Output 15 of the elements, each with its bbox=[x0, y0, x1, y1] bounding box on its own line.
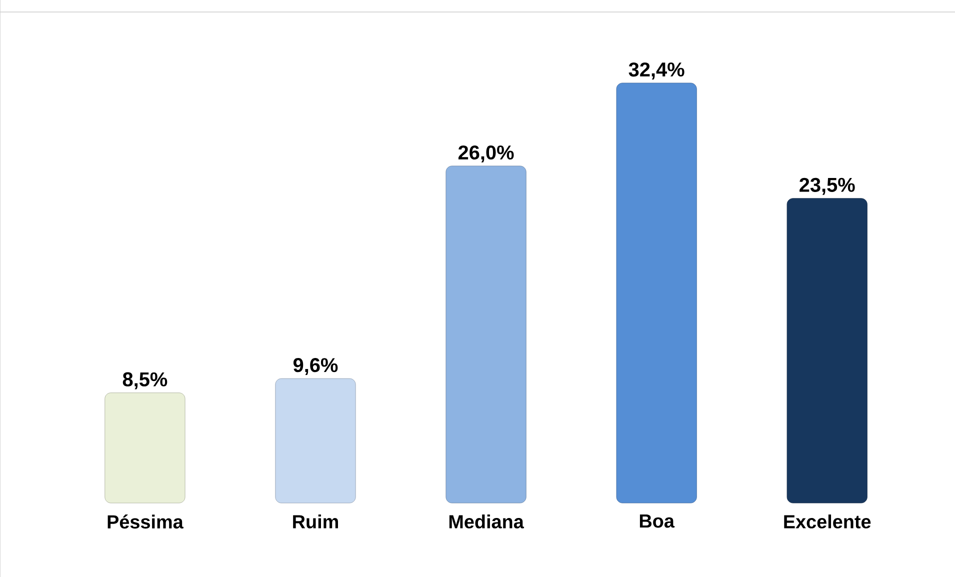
data-label: 8,5% bbox=[122, 372, 168, 390]
bar bbox=[616, 82, 697, 504]
bar bbox=[446, 166, 526, 504]
bar bbox=[786, 198, 868, 504]
bar bbox=[275, 378, 356, 504]
bar bbox=[104, 392, 186, 504]
data-label: 23,5% bbox=[800, 178, 855, 195]
x-tick-label: Ruim bbox=[293, 514, 338, 528]
data-label: 26,0% bbox=[458, 145, 514, 162]
x-tick-label: Mediana bbox=[449, 514, 524, 528]
x-tick-label: Excelente bbox=[784, 514, 871, 528]
x-tick-label: Boa bbox=[640, 514, 675, 528]
x-tick-label: Péssima bbox=[108, 514, 184, 529]
data-label: 9,6% bbox=[293, 358, 338, 376]
data-label: 32,4% bbox=[628, 62, 684, 80]
